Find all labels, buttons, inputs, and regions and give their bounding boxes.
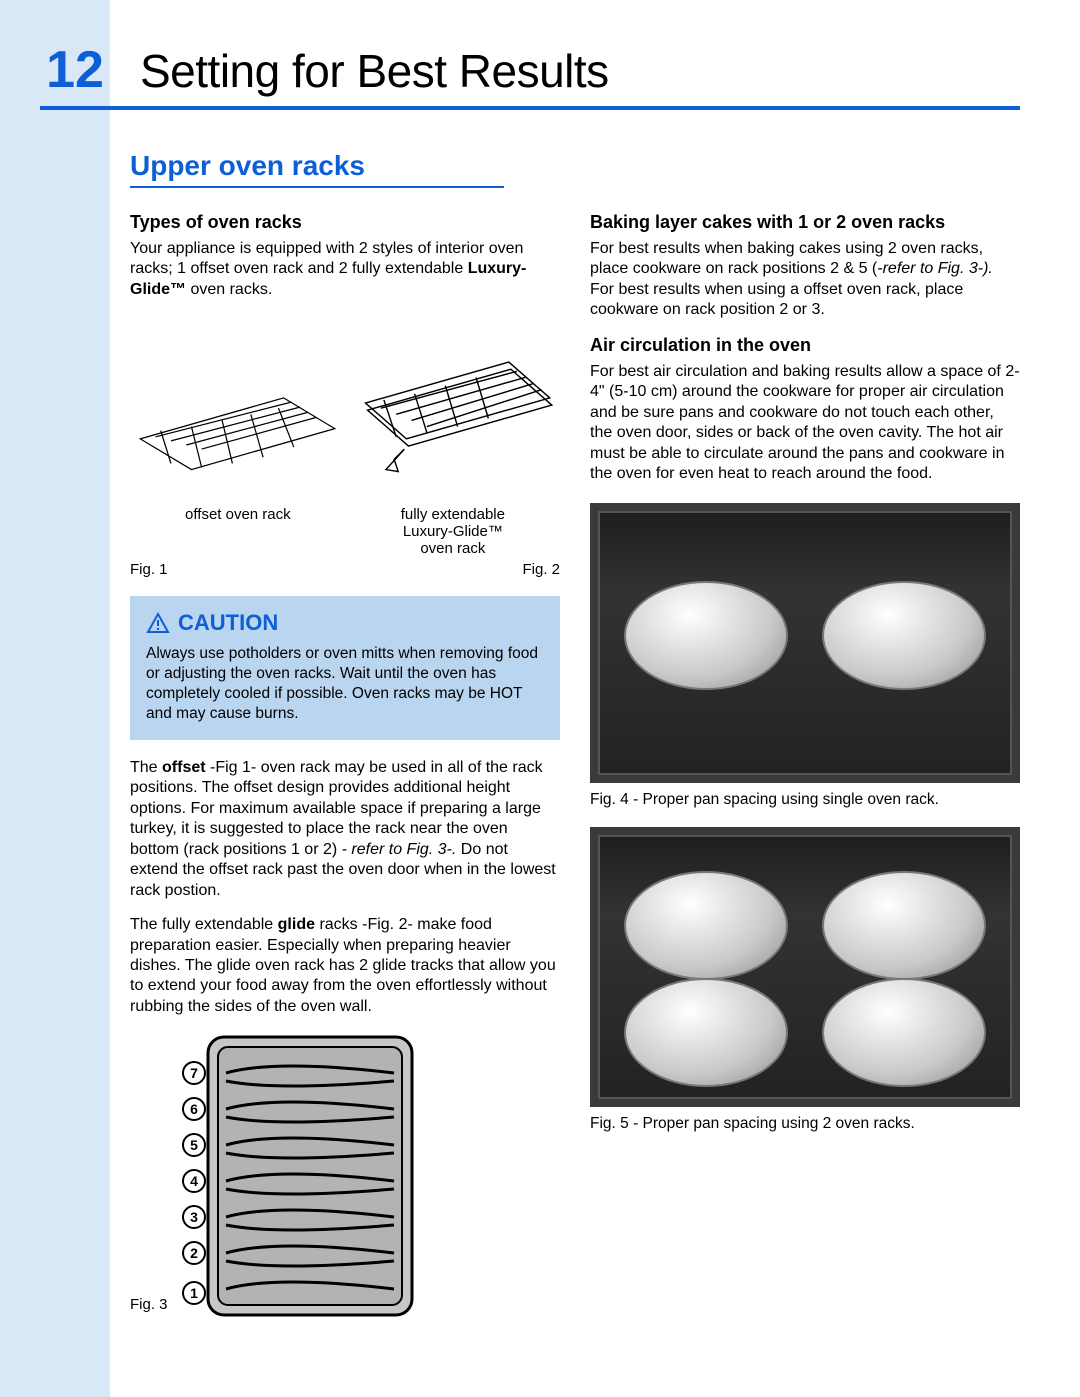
caution-text: Always use potholders or oven mitts when…	[146, 644, 544, 723]
left-column: Types of oven racks Your appliance is eq…	[130, 212, 560, 1321]
page-number: 12	[40, 40, 110, 100]
para-offset: The offset -Fig 1- oven rack may be used…	[130, 758, 560, 901]
svg-text:5: 5	[190, 1137, 198, 1153]
para-glide: The fully extendable glide racks -Fig. 2…	[130, 915, 560, 1017]
para-air: For best air circulation and baking resu…	[590, 362, 1020, 485]
page-title: Setting for Best Results	[140, 44, 609, 98]
svg-text:2: 2	[190, 1245, 198, 1261]
svg-text:6: 6	[190, 1101, 198, 1117]
fig5-caption: Fig. 5 - Proper pan spacing using 2 oven…	[590, 1115, 1020, 1133]
fig2-caption: Fig. 2	[522, 561, 560, 578]
rack-positions-diagram: 7 6 5 4 3 2 1	[178, 1031, 418, 1321]
svg-text:7: 7	[190, 1065, 198, 1081]
fig5-photo	[590, 827, 1020, 1107]
subhead-types: Types of oven racks	[130, 212, 560, 233]
caution-title: CAUTION	[178, 610, 278, 636]
svg-text:1: 1	[190, 1285, 198, 1301]
rack-figure: offset oven rack fully extendable Luxury…	[130, 316, 560, 578]
caution-box: CAUTION Always use potholders or oven mi…	[130, 596, 560, 739]
subhead-air: Air circulation in the oven	[590, 335, 1020, 356]
fig1-caption: Fig. 1	[130, 561, 168, 578]
right-column: Baking layer cakes with 1 or 2 oven rack…	[590, 212, 1020, 1321]
fig3-caption: Fig. 3	[130, 1296, 168, 1313]
subhead-baking: Baking layer cakes with 1 or 2 oven rack…	[590, 212, 1020, 233]
svg-text:3: 3	[190, 1209, 198, 1225]
section-title: Upper oven racks	[130, 150, 504, 188]
fig4-caption: Fig. 4 - Proper pan spacing using single…	[590, 791, 1020, 809]
warning-icon	[146, 611, 170, 635]
page-header: 12 Setting for Best Results	[40, 40, 1020, 110]
fig4-photo	[590, 503, 1020, 783]
fig1-label-left: offset oven rack	[185, 506, 291, 558]
svg-text:4: 4	[190, 1173, 198, 1189]
para-types: Your appliance is equipped with 2 styles…	[130, 239, 560, 300]
para-baking: For best results when baking cakes using…	[590, 239, 1020, 321]
